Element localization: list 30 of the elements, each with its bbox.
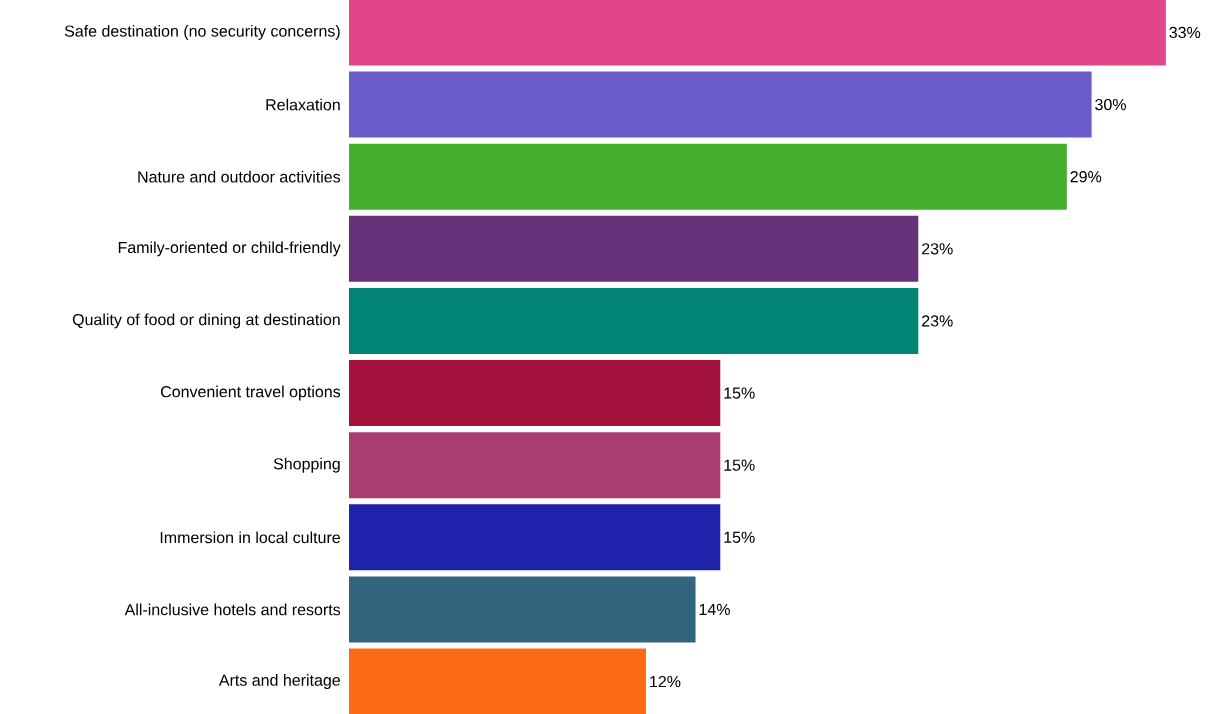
bar	[349, 432, 721, 499]
data-label: 33%	[1169, 26, 1201, 39]
y-tick-label: Arts and heritage	[218, 674, 340, 690]
y-tick-label: Convenient travel options	[161, 385, 341, 401]
y-tick-label: Nature and outdoor activities	[138, 170, 341, 183]
y-tick-label: Safe destination (no security concerns)	[64, 25, 340, 40]
y-tick-label: Family-oriented or child-friendly	[118, 241, 341, 257]
bar	[349, 648, 647, 714]
bar	[349, 360, 721, 427]
data-label: 15%	[724, 459, 755, 471]
bar	[349, 576, 696, 643]
bar	[349, 504, 721, 571]
bar	[349, 143, 1067, 210]
data-label: 15%	[724, 531, 755, 543]
y-tick-label: Shopping	[273, 457, 340, 473]
y-tick-label: Immersion in local culture	[160, 531, 340, 544]
bar	[349, 287, 919, 354]
y-tick-label: Relaxation	[266, 98, 340, 111]
y-tick-label: All-inclusive hotels and resorts	[124, 603, 341, 616]
data-label: 14%	[699, 603, 730, 616]
bar	[349, 0, 1166, 66]
data-label: 30%	[1095, 98, 1126, 111]
data-label: 23%	[922, 243, 953, 255]
y-tick-label: Quality of food or dining at destination	[72, 313, 340, 329]
bar	[349, 71, 1092, 138]
bar	[349, 215, 919, 282]
data-label: 23%	[922, 315, 953, 327]
data-label: 15%	[724, 387, 755, 399]
data-label: 29%	[1070, 171, 1102, 183]
data-label: 12%	[650, 675, 681, 688]
